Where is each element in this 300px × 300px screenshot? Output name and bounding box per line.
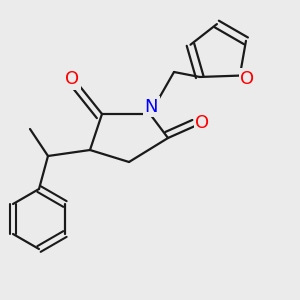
Text: O: O [195,114,210,132]
Text: N: N [145,98,158,116]
Text: O: O [240,70,254,88]
Text: O: O [65,70,79,88]
